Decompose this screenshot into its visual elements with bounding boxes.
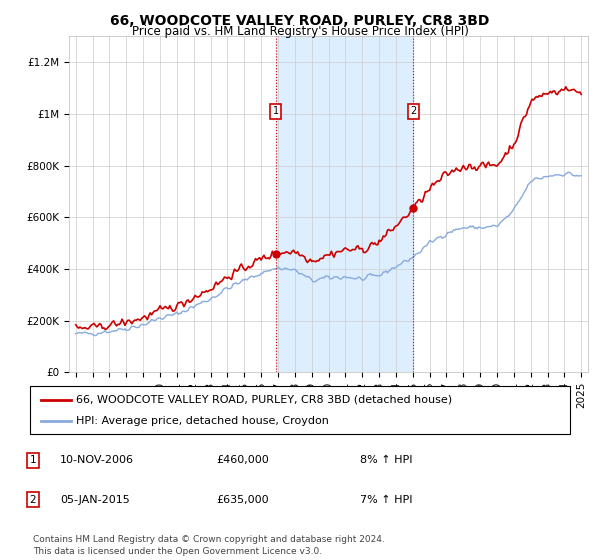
Text: 66, WOODCOTE VALLEY ROAD, PURLEY, CR8 3BD: 66, WOODCOTE VALLEY ROAD, PURLEY, CR8 3B… bbox=[110, 14, 490, 28]
Text: HPI: Average price, detached house, Croydon: HPI: Average price, detached house, Croy… bbox=[76, 416, 329, 426]
FancyBboxPatch shape bbox=[30, 386, 570, 434]
Text: 05-JAN-2015: 05-JAN-2015 bbox=[60, 494, 130, 505]
Bar bbox=[276, 36, 413, 372]
Text: 66, WOODCOTE VALLEY ROAD, PURLEY, CR8 3BD (detached house): 66, WOODCOTE VALLEY ROAD, PURLEY, CR8 3B… bbox=[76, 395, 452, 405]
Text: 7% ↑ HPI: 7% ↑ HPI bbox=[360, 494, 413, 505]
Text: Contains HM Land Registry data © Crown copyright and database right 2024.
This d: Contains HM Land Registry data © Crown c… bbox=[33, 535, 385, 556]
Text: 2: 2 bbox=[29, 494, 37, 505]
Text: 10-NOV-2006: 10-NOV-2006 bbox=[60, 455, 134, 465]
Text: 1: 1 bbox=[29, 455, 37, 465]
Text: £635,000: £635,000 bbox=[216, 494, 269, 505]
Text: Price paid vs. HM Land Registry's House Price Index (HPI): Price paid vs. HM Land Registry's House … bbox=[131, 25, 469, 38]
Text: 2: 2 bbox=[410, 106, 416, 116]
Text: 1: 1 bbox=[272, 106, 279, 116]
Text: £460,000: £460,000 bbox=[216, 455, 269, 465]
Text: 8% ↑ HPI: 8% ↑ HPI bbox=[360, 455, 413, 465]
